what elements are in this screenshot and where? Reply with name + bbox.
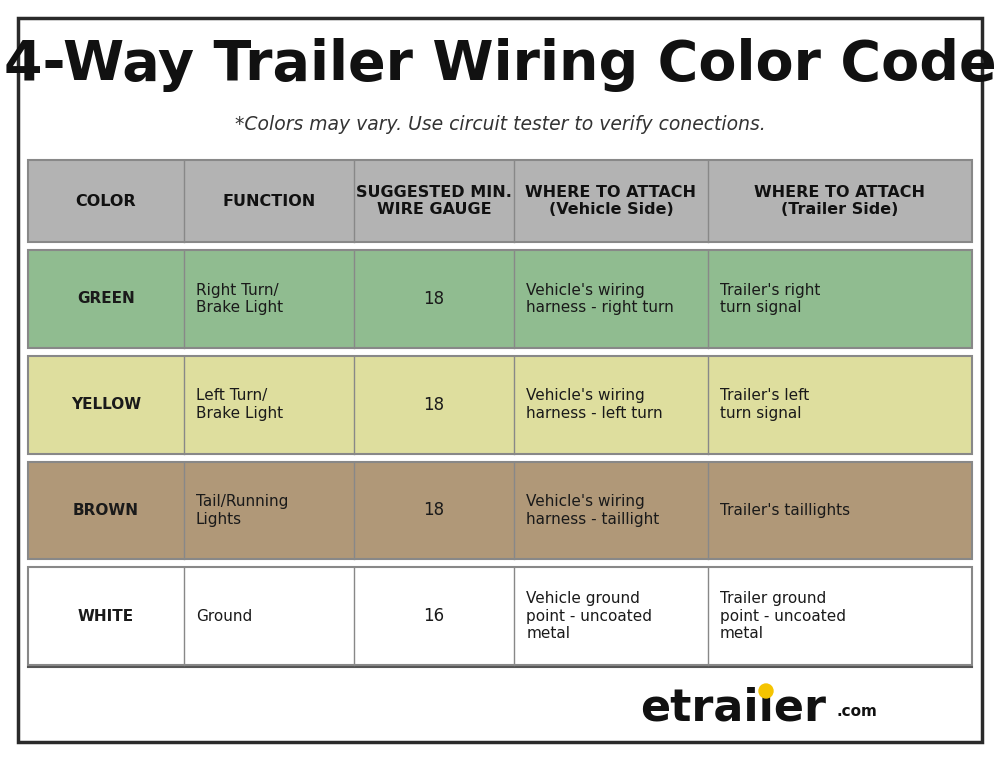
Bar xyxy=(28,250,972,348)
Text: Trailer's right
turn signal: Trailer's right turn signal xyxy=(720,283,820,315)
Text: BROWN: BROWN xyxy=(73,503,139,518)
Text: FUNCTION: FUNCTION xyxy=(222,194,315,208)
Text: 18: 18 xyxy=(423,290,444,308)
Bar xyxy=(28,160,972,242)
Text: Vehicle ground
point - uncoated
metal: Vehicle ground point - uncoated metal xyxy=(526,591,652,641)
Bar xyxy=(28,160,972,242)
Bar xyxy=(28,461,972,559)
Circle shape xyxy=(759,684,773,698)
Text: WHERE TO ATTACH
(Vehicle Side): WHERE TO ATTACH (Vehicle Side) xyxy=(525,185,696,217)
Text: WHITE: WHITE xyxy=(78,609,134,624)
Text: WHERE TO ATTACH
(Trailer Side): WHERE TO ATTACH (Trailer Side) xyxy=(754,185,925,217)
Bar xyxy=(28,356,972,454)
Bar xyxy=(28,461,972,559)
Text: Left Turn/
Brake Light: Left Turn/ Brake Light xyxy=(196,388,283,421)
Bar xyxy=(28,250,972,348)
Bar xyxy=(28,356,972,454)
Text: 18: 18 xyxy=(423,502,444,519)
Text: 4-Way Trailer Wiring Color Code: 4-Way Trailer Wiring Color Code xyxy=(4,38,996,92)
Text: Trailer ground
point - uncoated
metal: Trailer ground point - uncoated metal xyxy=(720,591,846,641)
Text: COLOR: COLOR xyxy=(76,194,136,208)
Text: Trailer's taillights: Trailer's taillights xyxy=(720,503,850,518)
Text: Ground: Ground xyxy=(196,609,252,624)
Text: SUGGESTED MIN.
WIRE GAUGE: SUGGESTED MIN. WIRE GAUGE xyxy=(356,185,512,217)
Text: 16: 16 xyxy=(423,607,444,625)
Text: Vehicle's wiring
harness - right turn: Vehicle's wiring harness - right turn xyxy=(526,283,674,315)
Bar xyxy=(28,567,972,665)
Text: YELLOW: YELLOW xyxy=(71,397,141,412)
Text: Vehicle's wiring
harness - left turn: Vehicle's wiring harness - left turn xyxy=(526,388,663,421)
Text: *Colors may vary. Use circuit tester to verify conections.: *Colors may vary. Use circuit tester to … xyxy=(235,116,765,135)
Text: 18: 18 xyxy=(423,396,444,413)
Text: Trailer's left
turn signal: Trailer's left turn signal xyxy=(720,388,809,421)
Text: Tail/Running
Lights: Tail/Running Lights xyxy=(196,494,288,527)
Text: Right Turn/
Brake Light: Right Turn/ Brake Light xyxy=(196,283,283,315)
Text: GREEN: GREEN xyxy=(77,291,135,306)
Bar xyxy=(28,567,972,665)
Text: etrailer: etrailer xyxy=(640,686,826,730)
Text: .com: .com xyxy=(836,705,877,720)
Text: Vehicle's wiring
harness - taillight: Vehicle's wiring harness - taillight xyxy=(526,494,659,527)
